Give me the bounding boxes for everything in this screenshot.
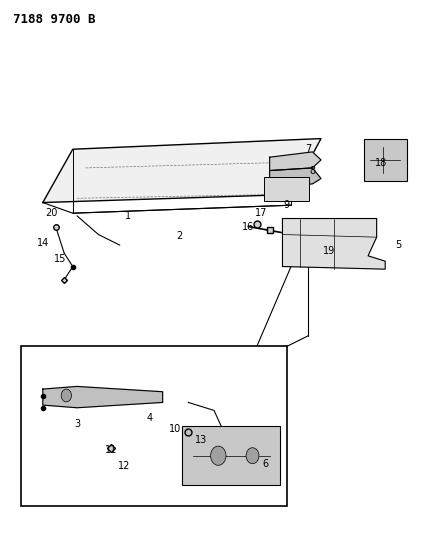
Text: 15: 15 — [54, 254, 66, 263]
Text: 20: 20 — [45, 208, 57, 218]
Text: 10: 10 — [169, 424, 181, 434]
Text: 13: 13 — [195, 435, 207, 445]
Text: 9: 9 — [284, 200, 290, 210]
Text: 19: 19 — [324, 246, 336, 255]
Text: 7: 7 — [305, 144, 311, 154]
FancyBboxPatch shape — [264, 177, 309, 201]
Text: 4: 4 — [147, 414, 153, 423]
Polygon shape — [43, 386, 163, 408]
Text: 14: 14 — [37, 238, 49, 247]
Circle shape — [211, 446, 226, 465]
FancyBboxPatch shape — [364, 139, 407, 181]
Polygon shape — [282, 219, 385, 269]
Text: 12: 12 — [118, 462, 130, 471]
Text: 18: 18 — [375, 158, 387, 167]
Polygon shape — [270, 168, 321, 187]
Text: 5: 5 — [395, 240, 401, 250]
Bar — [21, 346, 287, 506]
Circle shape — [246, 448, 259, 464]
Text: 16: 16 — [242, 222, 254, 231]
Text: 6: 6 — [262, 459, 268, 469]
Text: 2: 2 — [177, 231, 183, 240]
Text: 8: 8 — [309, 166, 315, 175]
FancyBboxPatch shape — [182, 426, 280, 485]
Text: 3: 3 — [74, 419, 80, 429]
Text: 1: 1 — [125, 211, 131, 221]
Text: 7188 9700 B: 7188 9700 B — [13, 13, 95, 26]
Polygon shape — [270, 152, 321, 171]
Text: 11: 11 — [105, 446, 117, 455]
Text: 17: 17 — [255, 208, 267, 218]
Circle shape — [61, 389, 71, 402]
Polygon shape — [43, 139, 321, 203]
